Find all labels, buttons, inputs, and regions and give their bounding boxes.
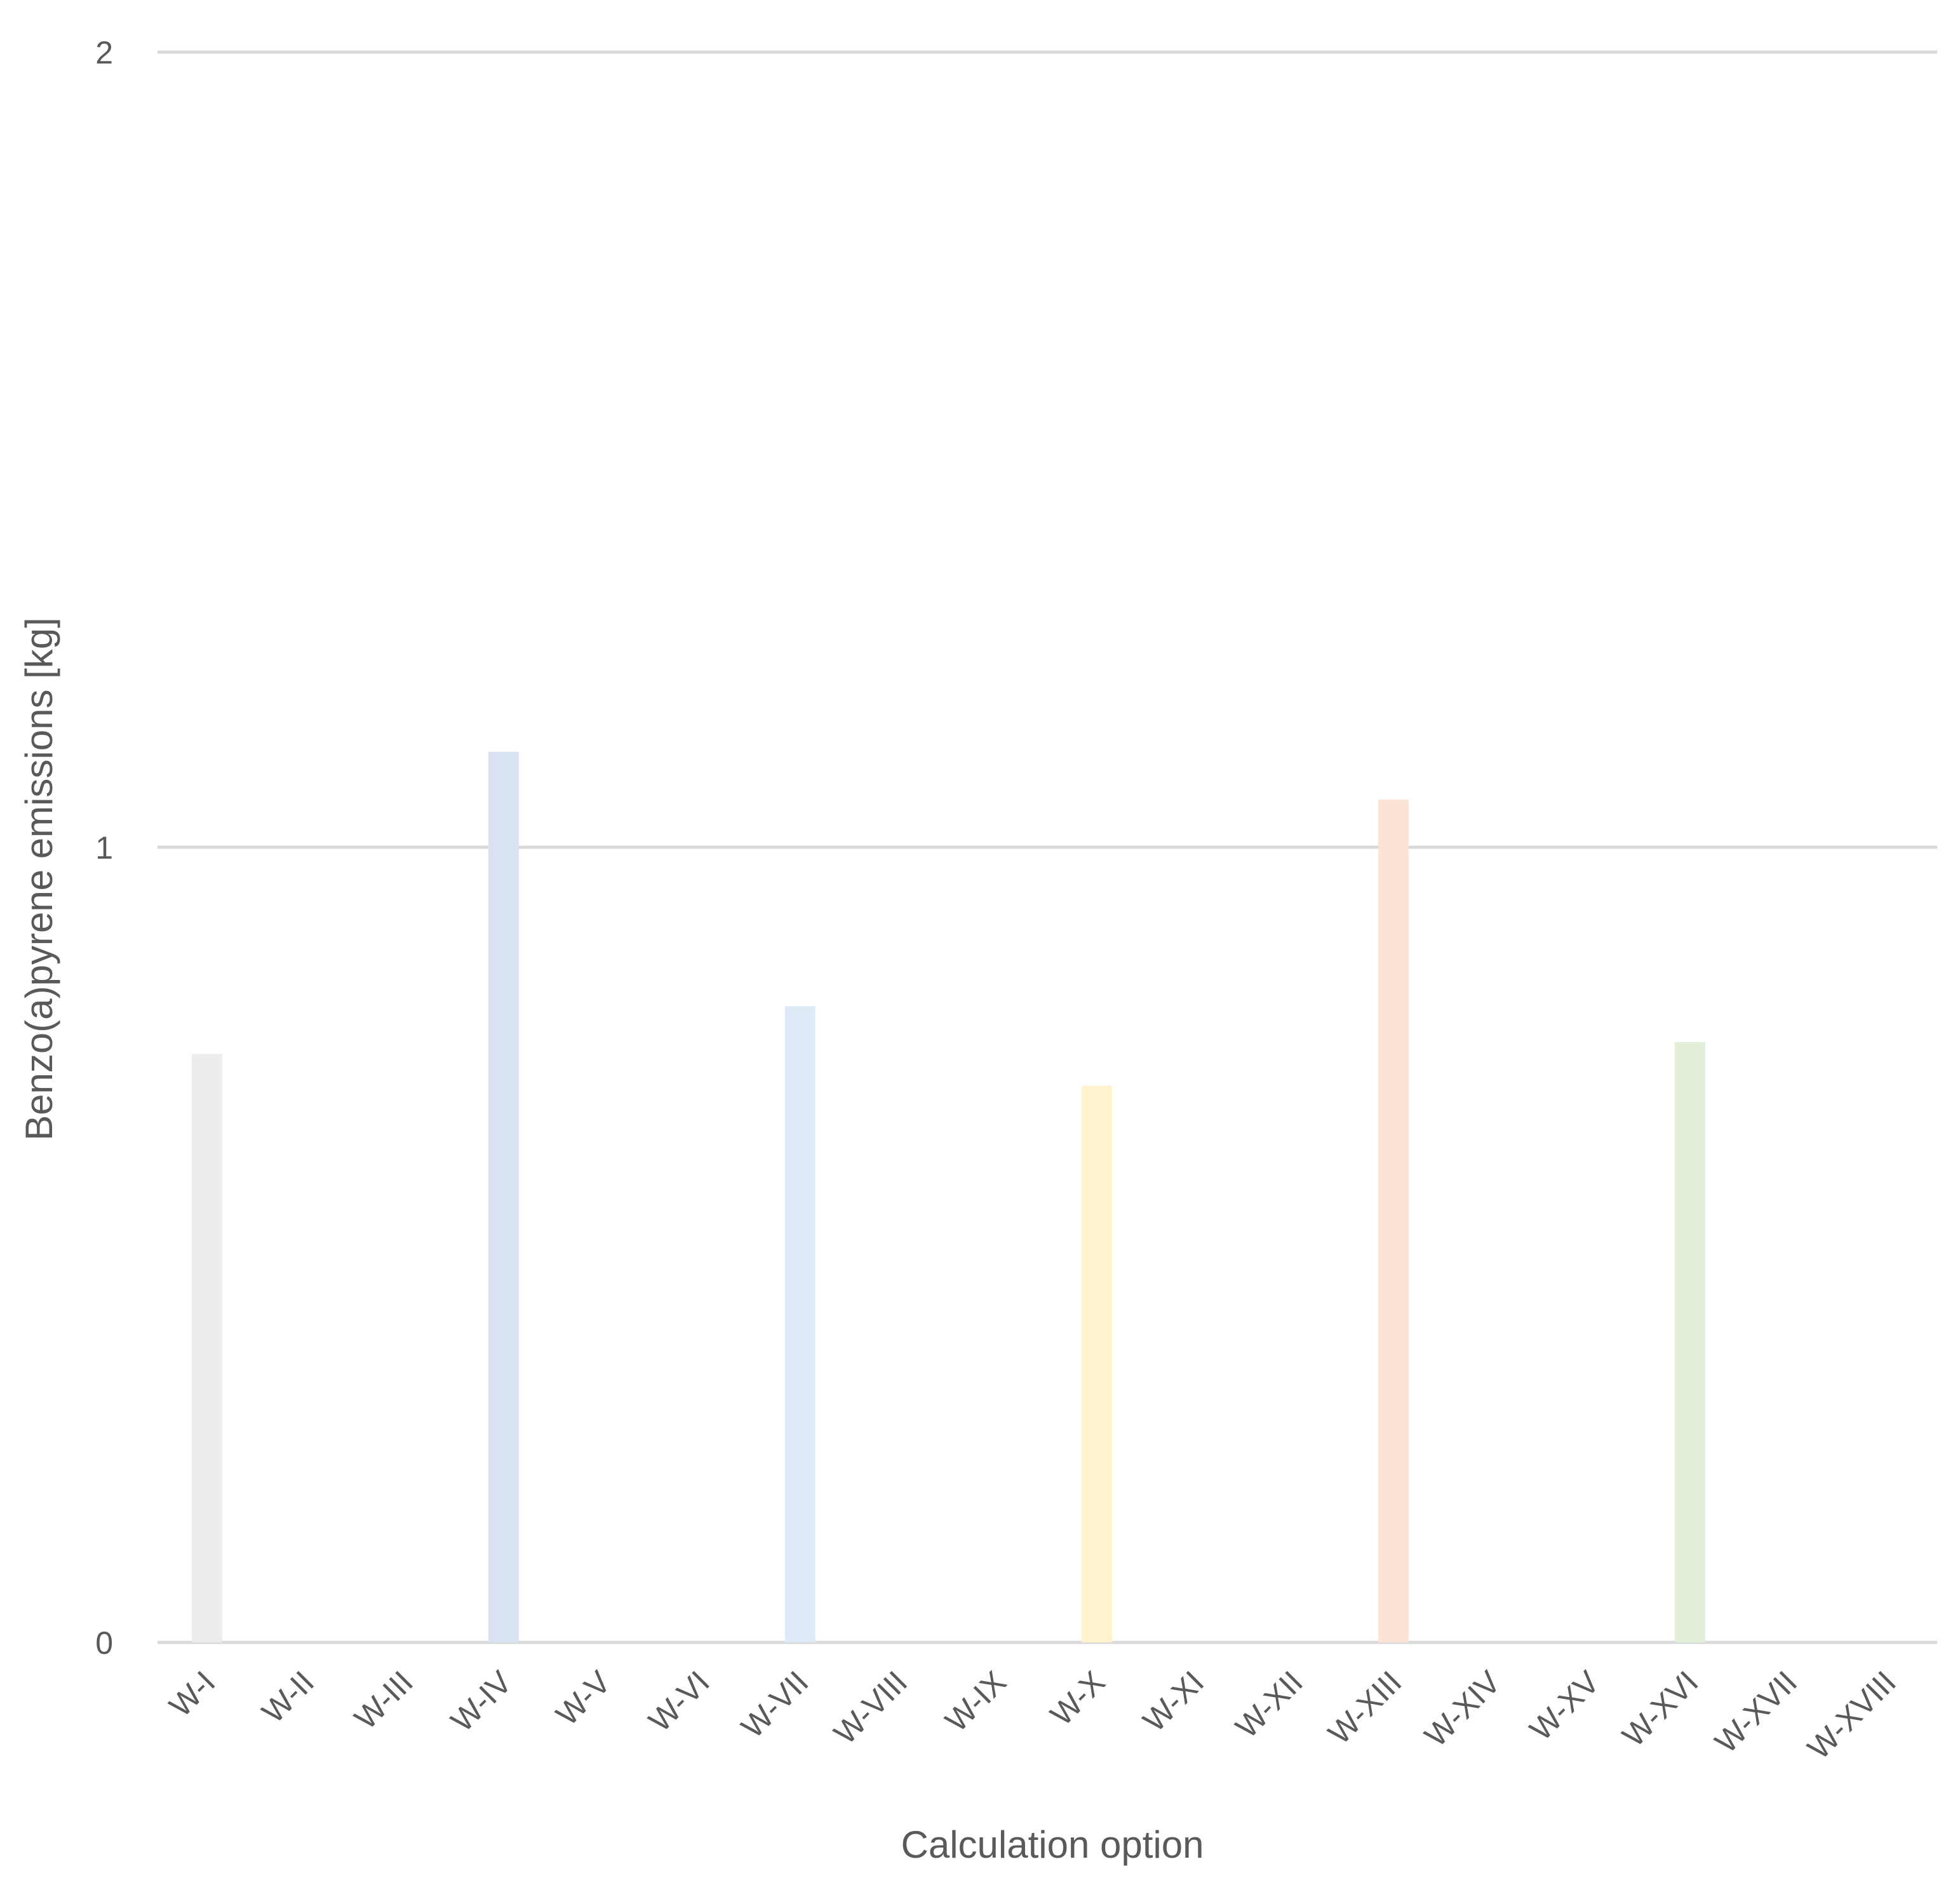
x-axis-title: Calculation option (901, 1823, 1204, 1866)
y-axis-title: Benzo(a)pyrene emissions [kg] (18, 617, 60, 1141)
x-tick-label: W-II (255, 1664, 321, 1730)
x-tick-label: W-XIV (1418, 1664, 1508, 1754)
y-tick-label: 0 (95, 1625, 113, 1661)
x-tick-label: W-XVIII (1801, 1664, 1903, 1766)
x-tick-label: W-XII (1229, 1664, 1310, 1745)
bar-w-i (191, 1054, 222, 1642)
x-tick-label: W-XVII (1708, 1664, 1804, 1760)
bar-w-xiii (1378, 799, 1409, 1642)
y-tick-label: 1 (95, 830, 113, 866)
x-tick-label: W-IX (938, 1664, 1013, 1739)
x-tick-label: W-VI (641, 1664, 716, 1739)
x-tick-label: W-XV (1523, 1664, 1607, 1748)
y-tick-label: 2 (95, 35, 113, 70)
x-tick-label: W-X (1044, 1664, 1112, 1733)
x-tick-label: W-VIII (827, 1664, 914, 1751)
gridlines (158, 50, 1937, 1644)
bars (191, 751, 1705, 1642)
bar-w-vii (784, 1006, 816, 1642)
x-tick-label: W-VII (734, 1664, 815, 1745)
x-tick-label: W-I (163, 1664, 222, 1724)
y-tick-labels: 0 1 2 (95, 35, 113, 1661)
bar-w-x (1081, 1085, 1112, 1642)
x-tick-label: W-XI (1136, 1664, 1211, 1739)
x-tick-label: W-III (347, 1664, 420, 1736)
x-tick-label: W-XIII (1321, 1664, 1408, 1751)
x-tick-label: W-XVI (1616, 1664, 1705, 1754)
bar-w-xvi (1674, 1042, 1705, 1642)
x-tick-labels: W-I W-II W-III W-IV W-V W-VI W-VII W-VIII W-IX W-… (163, 1664, 1903, 1766)
x-tick-label: W-IV (444, 1664, 519, 1739)
x-tick-label: W-V (549, 1664, 618, 1733)
bar-w-iv (488, 751, 519, 1642)
